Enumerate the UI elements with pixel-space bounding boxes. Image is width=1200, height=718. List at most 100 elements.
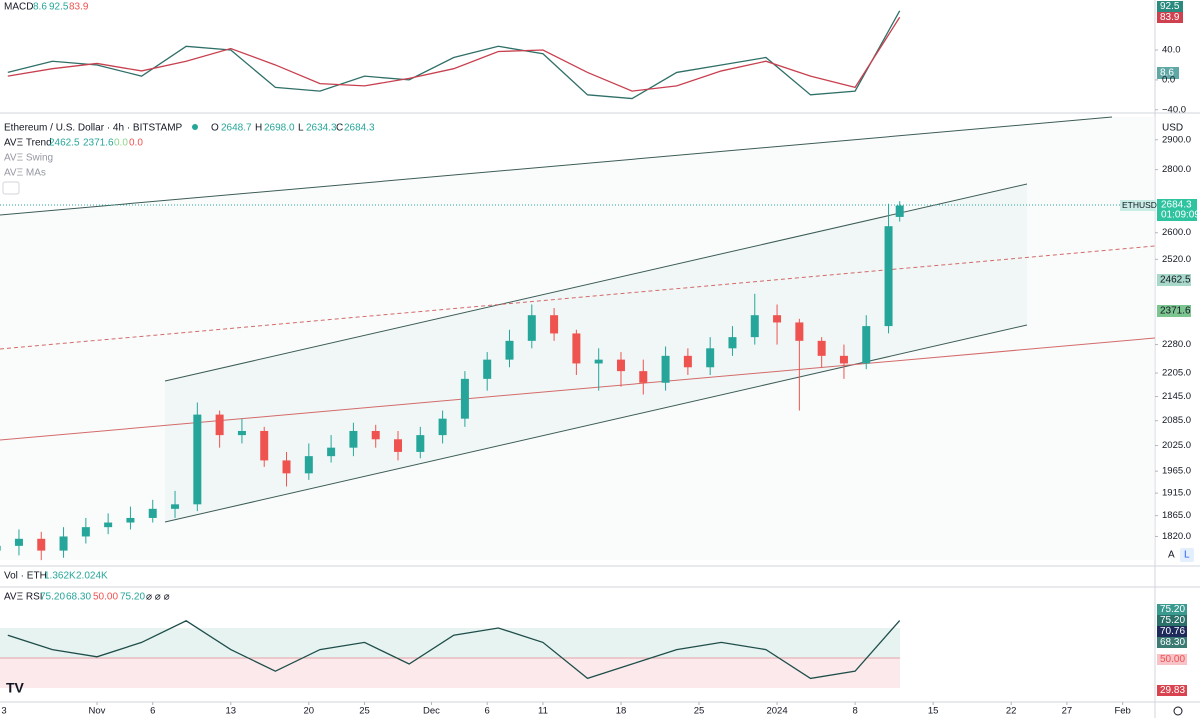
series-line: [7, 16, 901, 92]
candle-body: [527, 315, 536, 341]
y-tick-label: 2025.0: [1162, 440, 1191, 451]
macd-value: 83.9: [69, 2, 89, 13]
x-tick-label: 3: [1, 706, 6, 717]
candle-body: [483, 359, 492, 379]
y-tick-label: 2600.0: [1162, 227, 1191, 238]
ohlc-value: 2684.3: [344, 123, 375, 134]
candle-body: [862, 326, 871, 364]
x-tick-label: 25: [359, 706, 370, 717]
badge: [1157, 637, 1187, 648]
badge: [1157, 626, 1187, 637]
y-tick-label: 2900.0: [1162, 134, 1191, 145]
badge-text: 75.20: [1160, 615, 1185, 626]
y-tick-label: 40.0: [1162, 45, 1181, 56]
channel-line: [164, 324, 1028, 523]
x-tick-label: 20: [304, 706, 315, 717]
volume-value: 1.362K: [44, 571, 76, 582]
x-tick-label: Nov: [89, 706, 106, 717]
candle-body: [706, 348, 715, 368]
badge: [1157, 1, 1183, 12]
x-tick-label: 15: [928, 706, 939, 717]
y-tick-label: 1820.0: [1162, 531, 1191, 542]
rsi-badges: 75.20 75.20 70.76 68.30 50.00 29.83: [1157, 604, 1187, 696]
y-tick-label: 2145.0: [1162, 391, 1191, 402]
badge-text: 92.5: [1160, 1, 1180, 12]
candle-body: [237, 430, 246, 436]
badge-text: ETHUSD: [1122, 200, 1157, 210]
collapse-button[interactable]: [2, 181, 20, 195]
candle-body: [505, 340, 514, 360]
badge-text: 70.76: [1160, 626, 1185, 637]
candle-body: [661, 355, 670, 383]
x-tick-label: 18: [616, 706, 627, 717]
y-tick-label: 2085.0: [1162, 415, 1191, 426]
candle-body: [171, 504, 180, 509]
logo[interactable]: TV: [6, 680, 25, 696]
candle-body: [282, 460, 291, 474]
currency[interactable]: USD: [1162, 123, 1183, 134]
candle-body: [349, 430, 358, 448]
rsi-value: 68.30: [66, 592, 91, 603]
ohlc-value: 2634.3: [306, 123, 337, 134]
badge: [1157, 685, 1187, 696]
candle-body: [773, 315, 782, 323]
rsi-band: [0, 658, 900, 688]
badge: [1120, 200, 1156, 211]
ohlc-value: 2648.7: [221, 123, 252, 134]
badge: [1157, 305, 1191, 317]
x-tick-label: 25: [694, 706, 705, 717]
indicator-name[interactable]: AVΞ Trend: [4, 138, 52, 149]
macd-value: 92.5: [49, 2, 69, 13]
candle-body: [148, 508, 157, 518]
badge-text: 2371.6: [1160, 306, 1191, 317]
symbol-title: Ethereum / U.S. Dollar · 4h · BITSTAMP: [4, 123, 183, 134]
badge-text: 50.00: [1160, 654, 1185, 665]
badge: [1157, 199, 1197, 221]
x-tick-label: 6: [150, 706, 155, 717]
y-tick-label: 1915.0: [1162, 488, 1191, 499]
candle-body: [438, 418, 447, 436]
indicator-name[interactable]: AVΞ Swing: [4, 153, 53, 164]
candle-body: [416, 435, 425, 452]
scale-button-label[interactable]: L: [1184, 550, 1190, 561]
badge-text: 8.6: [1160, 68, 1174, 79]
x-tick-label: 13: [225, 706, 236, 717]
ohlc-key: L: [298, 123, 304, 134]
y-tick-label: 1965.0: [1162, 466, 1191, 477]
settings-icon[interactable]: [1173, 706, 1183, 716]
volume-value: 2.024K: [76, 571, 108, 582]
indicator-name[interactable]: AVΞ MAs: [4, 168, 46, 179]
candle-body: [260, 430, 269, 461]
candle-body: [895, 205, 904, 217]
badge: [1157, 274, 1191, 286]
support-line: [0, 337, 1156, 441]
scale-button[interactable]: [1180, 548, 1194, 562]
indicator-value: 0.0: [129, 138, 143, 149]
macd-title: MACD: [4, 2, 33, 13]
candle-body: [394, 439, 403, 452]
channel-line: [0, 116, 1113, 216]
candle-body: [639, 371, 648, 383]
candle-body: [14, 538, 23, 546]
rsi-value: 75.20: [40, 592, 65, 603]
scale-button-label[interactable]: A: [1168, 550, 1175, 561]
badge: [1157, 654, 1187, 665]
y-tick-label: 1865.0: [1162, 510, 1191, 521]
rsi-value: 50.00: [93, 592, 118, 603]
status-dot: [192, 124, 198, 130]
y-tick-label: −40.0: [1162, 104, 1186, 115]
candle-body: [104, 522, 113, 528]
badge-text: 01:09:09: [1161, 210, 1200, 221]
x-tick-label: 8: [852, 706, 857, 717]
scale-button[interactable]: [1164, 548, 1178, 562]
candle-body: [884, 226, 893, 327]
badge-text: 2684.3: [1161, 200, 1192, 211]
candle-body: [817, 340, 826, 356]
candle-body: [193, 414, 202, 505]
candle-body: [81, 527, 90, 537]
candle-body: [572, 333, 581, 364]
x-tick-label: 11: [538, 706, 548, 717]
candle-body: [0, 545, 1, 551]
indicator-value: 2371.6: [83, 138, 114, 149]
y-tick-label: 2205.0: [1162, 368, 1191, 379]
